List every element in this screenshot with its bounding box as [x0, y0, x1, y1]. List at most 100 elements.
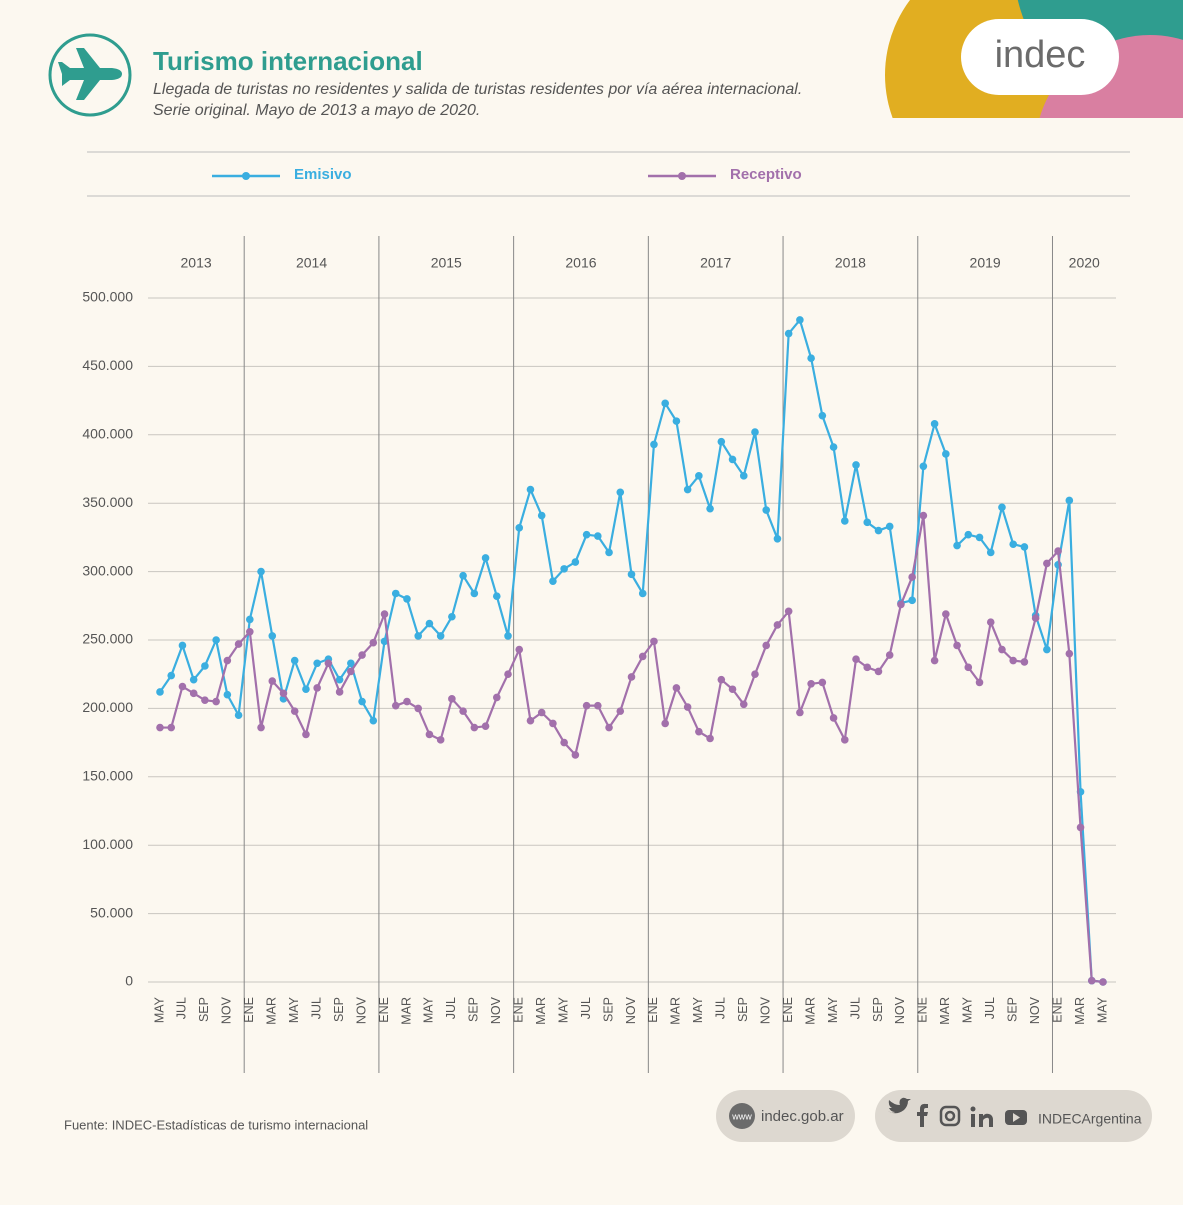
data-point [335, 688, 344, 696]
data-point [807, 679, 815, 688]
data-point [717, 675, 726, 684]
website[interactable]: indec.gob.ar [761, 1108, 844, 1125]
facebook-icon[interactable] [917, 1103, 928, 1127]
x-tick-label: MAR [399, 997, 413, 1025]
data-point [582, 530, 591, 539]
data-point [661, 399, 669, 408]
x-tick-label: MAR [534, 997, 548, 1025]
data-point [1065, 496, 1074, 505]
data-point [863, 663, 872, 672]
data-point [549, 719, 557, 728]
web-badge-circle [729, 1103, 755, 1129]
data-point [403, 697, 411, 706]
data-point [189, 689, 198, 698]
x-tick-label: MAY [961, 996, 975, 1023]
data-point [942, 450, 950, 458]
logo-pill [961, 19, 1119, 95]
data-point [537, 511, 546, 520]
data-point [683, 485, 692, 494]
data-point [908, 596, 916, 605]
data-point [302, 730, 310, 739]
x-tick-label: NOV [489, 996, 503, 1024]
data-point [504, 632, 512, 640]
data-point [425, 730, 434, 739]
data-point [784, 329, 793, 338]
data-point [391, 589, 400, 598]
x-tick-label: ENE [242, 997, 256, 1023]
twitter-icon[interactable] [888, 1097, 911, 1114]
y-tick-label: 150.000 [82, 768, 133, 784]
data-point [683, 703, 692, 711]
data-point [874, 526, 883, 535]
legend-marker [678, 172, 686, 180]
x-tick-label: SEP [332, 997, 346, 1022]
x-tick-label: ENE [646, 997, 660, 1023]
data-point [223, 690, 232, 699]
data-point [638, 589, 647, 598]
data-point [605, 548, 613, 557]
data-point [942, 610, 950, 618]
data-point [515, 524, 524, 532]
x-tick-label: MAR [265, 997, 279, 1025]
data-point [414, 704, 423, 713]
data-point [739, 700, 748, 709]
data-point [560, 565, 568, 573]
subtitle: Llegada de turistas no residentes y sali… [153, 81, 802, 98]
data-point [492, 693, 501, 702]
x-tick-label: MAR [1073, 997, 1087, 1025]
data-point [470, 723, 479, 732]
x-tick-label: MAR [669, 997, 683, 1025]
y-tick-label: 250.000 [82, 631, 133, 647]
data-point [358, 651, 366, 659]
data-point [627, 673, 636, 681]
data-point [246, 615, 254, 624]
x-tick-label: MAY [691, 996, 705, 1023]
data-point [459, 571, 467, 580]
data-point [571, 751, 580, 759]
data-point [335, 675, 344, 684]
x-tick-label: NOV [624, 996, 638, 1024]
data-point [897, 600, 905, 609]
social-handle[interactable]: INDECArgentina [1038, 1111, 1142, 1127]
x-tick-label: JUL [444, 997, 458, 1019]
data-point [773, 621, 782, 629]
data-point [661, 719, 669, 728]
x-tick-label: ENE [512, 997, 526, 1023]
data-point [739, 472, 748, 480]
data-point [448, 612, 456, 621]
x-tick-label: SEP [871, 997, 885, 1022]
data-point [1020, 658, 1029, 666]
instagram-icon[interactable] [939, 1105, 961, 1127]
data-point [201, 662, 209, 670]
data-point [840, 517, 849, 525]
data-point [178, 682, 187, 691]
x-tick-label: NOV [220, 996, 234, 1024]
data-point [246, 627, 254, 636]
data-point [234, 640, 243, 648]
y-tick-label: 400.000 [82, 426, 133, 442]
x-tick-label: NOV [893, 996, 907, 1024]
data-point [986, 618, 995, 627]
year-label: 2017 [700, 255, 731, 271]
data-point [1009, 540, 1017, 549]
x-tick-label: ENE [377, 997, 391, 1023]
data-point [964, 663, 973, 672]
data-point [526, 716, 535, 725]
data-point [358, 697, 366, 706]
data-point [470, 589, 479, 598]
data-point [953, 641, 961, 650]
x-tick-label: SEP [601, 997, 615, 1022]
data-point [605, 723, 613, 732]
data-point [347, 667, 355, 676]
data-point [975, 533, 984, 542]
data-point [751, 428, 759, 436]
data-point [436, 632, 445, 640]
linkedin-icon[interactable] [971, 1114, 975, 1127]
data-point [751, 670, 759, 678]
data-point [863, 518, 872, 527]
data-point [616, 707, 625, 715]
data-point [380, 637, 389, 646]
data-point [369, 716, 378, 725]
data-point [448, 695, 456, 703]
data-point [908, 573, 916, 581]
